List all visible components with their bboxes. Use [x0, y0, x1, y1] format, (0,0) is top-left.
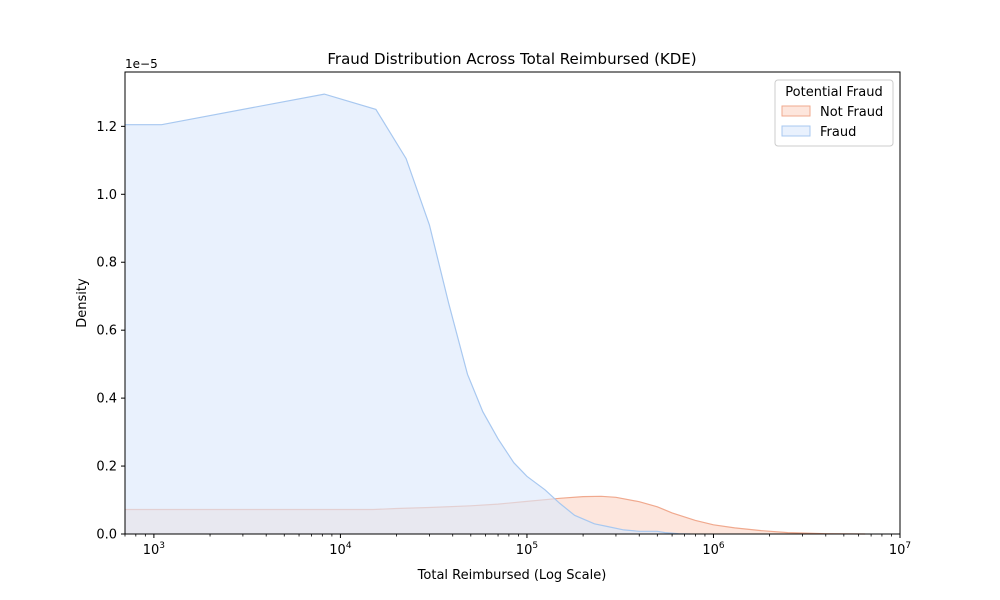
legend-title: Potential Fraud [785, 85, 882, 100]
y-tick-label: 1.2 [96, 120, 117, 135]
legend: Potential Fraud Not Fraud Fraud [774, 79, 894, 147]
x-tick-label: 103 [143, 541, 165, 558]
y-tick-label: 0.0 [96, 528, 117, 543]
y-axis-label: Density [75, 278, 90, 328]
plot-frame [124, 71, 901, 535]
y-tick-label: 0.8 [96, 256, 117, 271]
chart-title: Fraud Distribution Across Total Reimburs… [327, 50, 696, 68]
x-axis: 103 104 105 106 107 [124, 534, 911, 558]
x-tick-label: 107 [889, 541, 911, 558]
legend-swatch-not-fraud [781, 105, 811, 117]
legend-label-fraud: Fraud [820, 125, 856, 140]
series-layer [125, 93, 866, 535]
legend-label-not-fraud: Not Fraud [820, 105, 883, 120]
x-tick-label: 104 [329, 541, 352, 558]
y-offset-label: 1e−5 [125, 57, 158, 71]
x-tick-label: 106 [702, 541, 725, 558]
x-axis-label: Total Reimbursed (Log Scale) [417, 568, 607, 583]
x-tick-label: 105 [516, 541, 538, 558]
y-tick-label: 1.0 [96, 188, 117, 203]
y-tick-label: 0.6 [96, 324, 117, 339]
y-axis: 0.0 0.2 0.4 0.6 0.8 1.0 1.2 [96, 120, 125, 543]
legend-swatch-fraud [781, 125, 811, 137]
y-tick-label: 0.4 [96, 392, 117, 407]
series-area-fraud [125, 94, 691, 534]
series-line-fraud [125, 93, 691, 535]
legend-items: Not Fraud Fraud [781, 105, 883, 140]
y-tick-label: 0.2 [96, 460, 117, 475]
